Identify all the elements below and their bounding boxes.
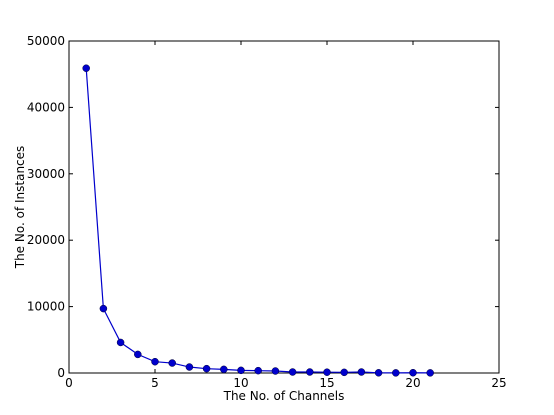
- data-point: [374, 369, 383, 377]
- series-layer: [82, 64, 434, 377]
- data-point: [82, 64, 90, 72]
- plot-area: [68, 40, 500, 374]
- x-tick-label: 20: [405, 376, 420, 390]
- data-point: [134, 350, 142, 359]
- data-point: [340, 368, 348, 377]
- data-point: [99, 304, 108, 313]
- y-tick-label: 10000: [27, 300, 65, 314]
- data-point: [168, 359, 176, 367]
- y-axis-label: The No. of Instances: [13, 146, 27, 270]
- data-point: [426, 369, 434, 377]
- data-point: [220, 365, 228, 374]
- x-axis: 0 5 10 15 20 25: [65, 41, 507, 390]
- y-tick-label: 40000: [27, 100, 65, 114]
- data-point: [409, 368, 417, 377]
- x-tick-label: 10: [233, 376, 248, 390]
- data-point: [392, 369, 400, 377]
- data-point: [306, 368, 314, 376]
- data-point: [323, 368, 331, 376]
- data-point: [288, 368, 297, 376]
- x-tick-label: 5: [151, 376, 159, 390]
- data-point: [357, 368, 366, 376]
- data-point: [271, 367, 280, 375]
- y-tick-label: 50000: [27, 34, 65, 48]
- x-tick-label: 25: [491, 376, 506, 390]
- x-tick-label: 15: [319, 376, 334, 390]
- data-point: [254, 366, 262, 375]
- data-point: [202, 364, 211, 373]
- y-axis: 0 10000 20000 30000 40000 50000: [27, 34, 499, 380]
- plot-frame: [68, 40, 500, 374]
- data-point: [237, 366, 245, 375]
- data-point: [151, 357, 159, 366]
- series-line: [85, 68, 431, 374]
- data-point: [185, 363, 194, 371]
- x-tick-label: 0: [65, 376, 73, 390]
- data-point: [116, 338, 125, 347]
- x-axis-label: The No. of Channels: [223, 389, 345, 403]
- y-tick-label: 0: [57, 366, 65, 380]
- y-tick-label: 20000: [27, 233, 65, 247]
- y-tick-label: 30000: [27, 167, 65, 181]
